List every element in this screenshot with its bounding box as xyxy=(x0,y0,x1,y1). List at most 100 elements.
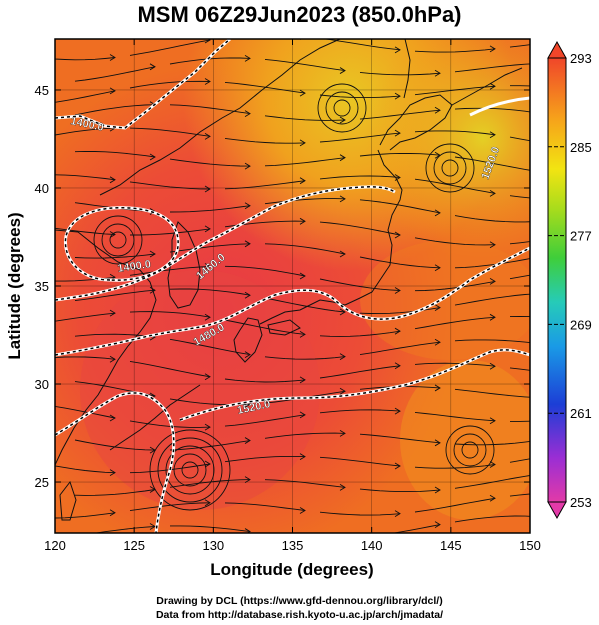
streamline xyxy=(74,439,156,451)
streamline xyxy=(264,198,346,205)
streamline xyxy=(509,316,530,318)
streamline xyxy=(509,493,530,497)
streamline-arrow xyxy=(489,417,496,425)
streamline xyxy=(414,178,496,194)
streamline-arrow xyxy=(489,277,496,285)
streamline xyxy=(264,58,346,72)
streamline xyxy=(264,297,346,313)
x-tick-label: 135 xyxy=(282,538,304,553)
streamline-arrow xyxy=(244,528,251,533)
streamline-arrow xyxy=(204,499,211,507)
streamline xyxy=(319,409,401,414)
streamline-arrow xyxy=(244,476,251,483)
streamline xyxy=(321,39,401,51)
streamline-swirl xyxy=(333,99,351,117)
streamline xyxy=(319,132,401,143)
streamline-arrow xyxy=(149,523,156,530)
streamline xyxy=(414,411,496,422)
streamline-arrow xyxy=(489,45,496,53)
streamline-arrow xyxy=(585,90,590,96)
streamline-arrow xyxy=(244,110,251,118)
x-tick-label: 125 xyxy=(123,538,145,553)
streamline-arrow xyxy=(204,423,211,431)
streamline xyxy=(319,456,401,467)
y-tick-label: 35 xyxy=(35,279,49,294)
streamline xyxy=(509,241,530,245)
map-title: MSM 06Z29Jun2023 (850.0hPa) xyxy=(137,2,462,27)
streamline-arrow xyxy=(434,264,441,272)
streamline xyxy=(74,253,156,259)
streamline-arrow xyxy=(585,194,590,200)
contour-label: 1400.0 xyxy=(117,258,152,275)
streamline-arrow xyxy=(489,190,496,197)
streamline-arrow xyxy=(109,176,116,184)
streamline xyxy=(224,378,306,383)
streamline xyxy=(129,311,211,318)
streamline xyxy=(509,136,530,142)
streamline-arrow xyxy=(394,362,401,370)
streamline-swirl xyxy=(425,143,475,193)
streamline xyxy=(391,524,441,533)
streamline-arrow xyxy=(244,351,251,359)
colorbar: 293 285 277 269 261 253 xyxy=(547,40,592,520)
streamline xyxy=(224,414,306,427)
streamline-arrow xyxy=(434,209,441,217)
colorbar-tick-label: 293 xyxy=(570,51,592,66)
streamline-arrow xyxy=(394,231,401,239)
streamline-arrow xyxy=(149,63,156,71)
streamline-arrow xyxy=(109,87,116,95)
y-tick-label: 40 xyxy=(35,181,49,196)
streamline-arrow xyxy=(109,309,116,317)
streamline-arrow xyxy=(339,154,346,162)
colorbar-max-arrow xyxy=(547,40,567,59)
streamline-arrow xyxy=(109,469,116,477)
streamline xyxy=(454,515,530,523)
x-tick-label: 145 xyxy=(440,538,462,553)
streamline xyxy=(359,488,441,493)
streamline-arrow xyxy=(204,460,211,468)
streamline-arrow xyxy=(204,263,211,270)
streamline-arrow xyxy=(394,92,401,100)
streamline xyxy=(319,365,401,379)
streamline-arrow xyxy=(339,484,346,491)
streamline xyxy=(224,455,306,463)
streamline xyxy=(169,158,251,167)
streamline-arrow xyxy=(299,331,306,338)
streamline xyxy=(510,420,530,422)
coastline-japan-honshu xyxy=(259,149,403,325)
streamline xyxy=(225,35,305,38)
streamline-arrow xyxy=(299,507,306,514)
streamline-arrow xyxy=(434,384,441,392)
streamline-arrow xyxy=(204,132,211,140)
streamline xyxy=(55,90,116,103)
x-tick-label: 130 xyxy=(202,538,224,553)
streamline xyxy=(265,534,345,539)
streamline xyxy=(359,199,441,214)
streamline-arrow xyxy=(299,139,306,147)
streamline-arrow xyxy=(434,338,441,346)
streamline-swirl xyxy=(181,461,199,479)
streamline-arrow xyxy=(244,54,251,62)
streamline xyxy=(129,420,211,428)
streamline xyxy=(414,280,496,292)
streamline-arrow xyxy=(489,494,496,502)
x-tick-label: 120 xyxy=(44,538,66,553)
colorbar-tick-label: 269 xyxy=(570,317,592,332)
streamline xyxy=(509,274,530,280)
streamline xyxy=(319,278,401,291)
streamline-arrow xyxy=(394,510,401,518)
streamline xyxy=(224,81,306,94)
streamline xyxy=(224,319,306,335)
coastline-kurils xyxy=(451,67,523,106)
streamline-arrow xyxy=(149,286,156,294)
colorbar-tick-label: 285 xyxy=(570,140,592,155)
x-tick-label: 140 xyxy=(361,538,383,553)
streamline xyxy=(169,288,251,296)
streamline xyxy=(509,195,530,199)
streamline-arrow xyxy=(244,240,251,248)
streamline xyxy=(414,362,496,367)
streamline-arrow xyxy=(149,153,156,161)
streamline-arrow xyxy=(489,362,496,370)
streamline xyxy=(169,205,251,213)
streamline-arrow xyxy=(339,353,346,361)
